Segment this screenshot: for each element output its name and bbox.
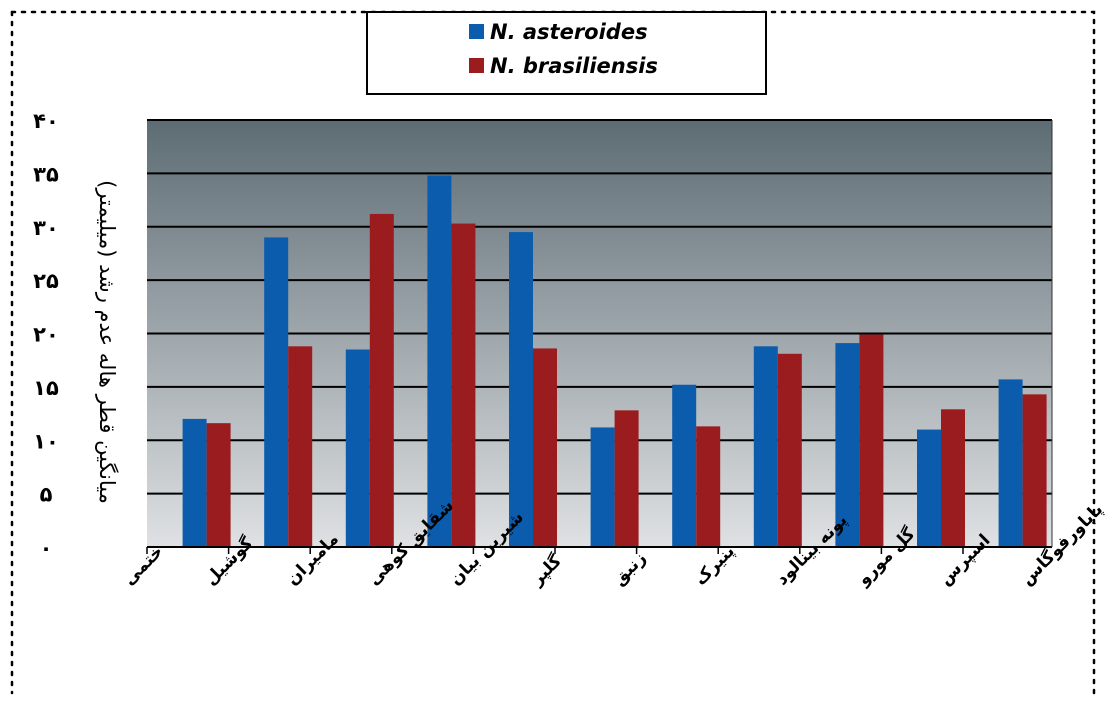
x-category-label: زنبق (609, 548, 650, 589)
legend-box (366, 11, 767, 95)
bar-asteroides-8[interactable] (753, 346, 778, 547)
y-tick-label: ۰ (40, 536, 53, 560)
bar-asteroides-10[interactable] (917, 429, 941, 547)
y-tick-label: ۲۰ (33, 323, 59, 347)
bar-brasiliensis-3[interactable] (369, 213, 394, 547)
y-tick-label: ۱۵ (33, 376, 59, 400)
y-tick-label: ۲۵ (33, 269, 59, 293)
x-category-label: ختمی (119, 542, 167, 590)
y-tick-label: ۳۰ (33, 216, 59, 240)
bar-asteroides-7[interactable] (672, 384, 697, 547)
bar-asteroides-11[interactable] (998, 379, 1023, 547)
bar-asteroides-9[interactable] (835, 343, 860, 547)
bar-brasiliensis-8[interactable] (777, 353, 802, 547)
bar-brasiliensis-2[interactable] (288, 346, 313, 547)
y-tick-label: ۳۵ (33, 162, 59, 186)
bar-asteroides-2[interactable] (264, 237, 289, 548)
x-category-label: گلپر (526, 550, 566, 590)
bar-brasiliensis-6[interactable] (614, 410, 639, 547)
bar-brasiliensis-11[interactable] (1022, 394, 1047, 547)
y-tick-label: ۵ (40, 483, 53, 507)
bar-asteroides-5[interactable] (509, 232, 533, 547)
bar-asteroides-4[interactable] (427, 175, 452, 547)
legend-swatch (469, 24, 484, 39)
bar-asteroides-3[interactable] (345, 349, 370, 547)
y-tick-label: ۱۰ (33, 429, 59, 453)
bar-brasiliensis-5[interactable] (533, 348, 557, 547)
bar-brasiliensis-7[interactable] (696, 426, 721, 547)
legend-label: N. brasiliensis (490, 54, 658, 78)
bar-brasiliensis-1[interactable] (206, 423, 231, 547)
bar-asteroides-6[interactable] (590, 427, 615, 547)
bar-brasiliensis-10[interactable] (941, 409, 965, 547)
x-category-label: پنیرک (691, 541, 739, 589)
y-axis-title: میانگین قطر هاله عدم رشد (میلیمتر) (95, 180, 119, 504)
bar-brasiliensis-4[interactable] (451, 223, 476, 548)
y-tick-label: ۴۰ (33, 109, 59, 133)
bar-asteroides-1[interactable] (182, 418, 207, 547)
legend-label: N. asteroides (490, 20, 648, 44)
bar-brasiliensis-9[interactable] (859, 334, 884, 547)
legend-swatch (469, 58, 484, 73)
